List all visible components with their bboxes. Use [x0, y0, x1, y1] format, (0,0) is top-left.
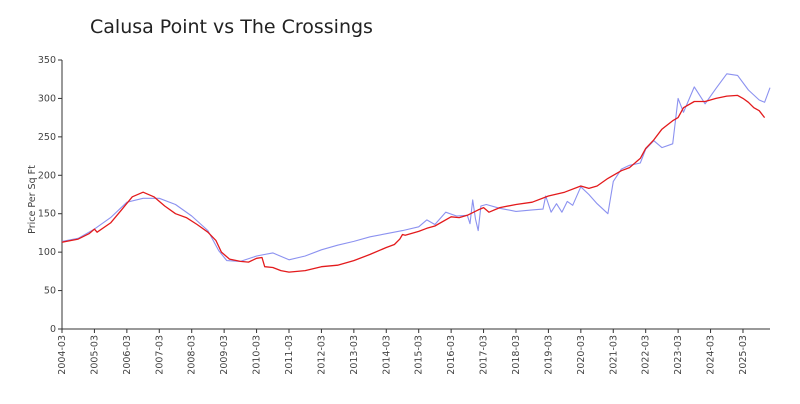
x-tick-label: 2025-03	[738, 335, 749, 375]
x-tick-label: 2013-03	[349, 335, 360, 375]
x-tick-label: 2022-03	[641, 335, 652, 375]
x-tick-label: 2008-03	[187, 335, 198, 375]
x-tick-label: 2015-03	[414, 335, 425, 375]
x-tick-label: 2005-03	[89, 335, 100, 375]
x-tick-label: 2007-03	[154, 335, 165, 375]
x-tick-label: 2018-03	[511, 335, 522, 375]
x-tick-label: 2016-03	[446, 335, 457, 375]
series-line-blue	[61, 73, 771, 262]
x-tick-label: 2004-03	[57, 335, 68, 375]
y-axis-title: Price Per Sq Ft	[27, 165, 38, 234]
x-tick-label: 2014-03	[381, 335, 392, 375]
y-tick-label: 50	[44, 286, 56, 297]
chart-title: Calusa Point vs The Crossings	[90, 16, 373, 38]
x-tick-label: 2019-03	[543, 335, 554, 375]
y-tick-label: 100	[38, 247, 56, 258]
x-tick-label: 2006-03	[122, 335, 133, 375]
x-tick-label: 2011-03	[284, 335, 295, 375]
x-tick-label: 2012-03	[316, 335, 327, 375]
x-tick-label: 2017-03	[479, 335, 490, 375]
x-tick-label: 2023-03	[673, 335, 684, 375]
x-tick-label: 2009-03	[219, 335, 230, 375]
y-tick-label: 150	[38, 209, 56, 220]
y-tick-label: 300	[38, 93, 56, 104]
y-tick-label: 250	[38, 132, 56, 143]
x-tick-label: 2020-03	[576, 335, 587, 375]
x-tick-label: 2021-03	[608, 335, 619, 375]
y-tick-label: 350	[38, 55, 56, 66]
series-line-red	[61, 94, 766, 273]
x-tick-label: 2024-03	[706, 335, 717, 375]
x-tick-label: 2010-03	[252, 335, 263, 375]
y-tick-label: 0	[50, 324, 56, 335]
y-tick-label: 200	[38, 170, 56, 181]
